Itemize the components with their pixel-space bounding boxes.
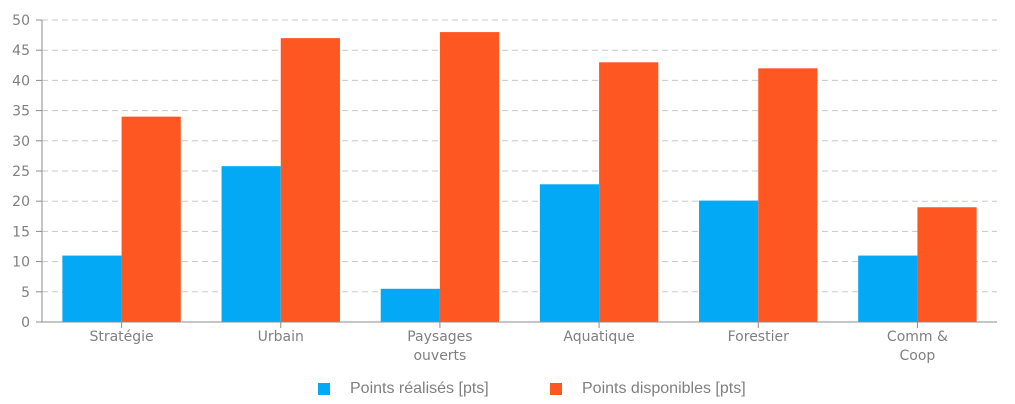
- x-tick-label: Comm &: [887, 329, 948, 345]
- bar-realises-5[interactable]: [858, 255, 918, 322]
- bar-realises-0[interactable]: [62, 255, 122, 322]
- legend-label-disponibles: Points disponibles [pts]: [582, 380, 746, 397]
- y-axis-ticks: 0 5 10 15 20 25 30 35 40 45 50: [12, 13, 42, 331]
- y-tick-label: 40: [12, 73, 30, 89]
- bar-disponibles-0[interactable]: [121, 116, 181, 322]
- bars: [62, 32, 977, 323]
- legend-item-disponibles[interactable]: Points disponibles [pts]: [550, 380, 746, 398]
- y-tick-label: 5: [21, 285, 30, 301]
- bar-realises-2[interactable]: [380, 288, 440, 322]
- y-tick-label: 45: [12, 43, 30, 59]
- y-tick-label: 15: [12, 224, 30, 240]
- legend-label-realises: Points réalisés [pts]: [350, 380, 489, 397]
- x-tick-label: Urbain: [258, 329, 304, 345]
- bar-disponibles-3[interactable]: [599, 62, 659, 322]
- x-tick-label: Aquatique: [563, 329, 634, 345]
- y-tick-label: 10: [12, 255, 30, 271]
- bar-realises-4[interactable]: [699, 200, 759, 322]
- y-tick-label: 30: [12, 134, 30, 150]
- bar-chart: 0 5 10 15 20 25 30 35 40 45 50 Stratégie Urbain Pays…: [12, 13, 997, 364]
- bar-disponibles-4[interactable]: [758, 68, 818, 322]
- gridlines: [42, 19, 997, 293]
- x-tick-label: Paysages: [407, 329, 472, 345]
- y-tick-label: 0: [21, 315, 30, 331]
- y-tick-label: 20: [12, 194, 30, 210]
- legend-swatch-realises: [318, 383, 330, 395]
- x-tick-label: Coop: [900, 348, 936, 364]
- x-tick-label: Stratégie: [89, 329, 153, 345]
- y-tick-label: 35: [12, 104, 30, 120]
- bar-disponibles-2[interactable]: [439, 32, 500, 323]
- x-axis-ticks: Stratégie Urbain Paysages ouverts Aquatique F…: [89, 322, 948, 364]
- bar-disponibles-1[interactable]: [280, 38, 340, 323]
- y-tick-label: 25: [12, 164, 30, 180]
- legend-swatch-disponibles: [550, 383, 562, 395]
- y-tick-label: 50: [12, 13, 30, 29]
- legend: Points réalisés [pts] Points disponibles…: [0, 380, 1015, 404]
- bar-realises-1[interactable]: [221, 166, 281, 322]
- x-tick-label: Forestier: [728, 329, 789, 345]
- bar-realises-3[interactable]: [539, 184, 600, 322]
- legend-item-realises[interactable]: Points réalisés [pts]: [318, 380, 489, 398]
- x-tick-label: ouverts: [413, 348, 466, 364]
- bar-disponibles-5[interactable]: [917, 207, 977, 322]
